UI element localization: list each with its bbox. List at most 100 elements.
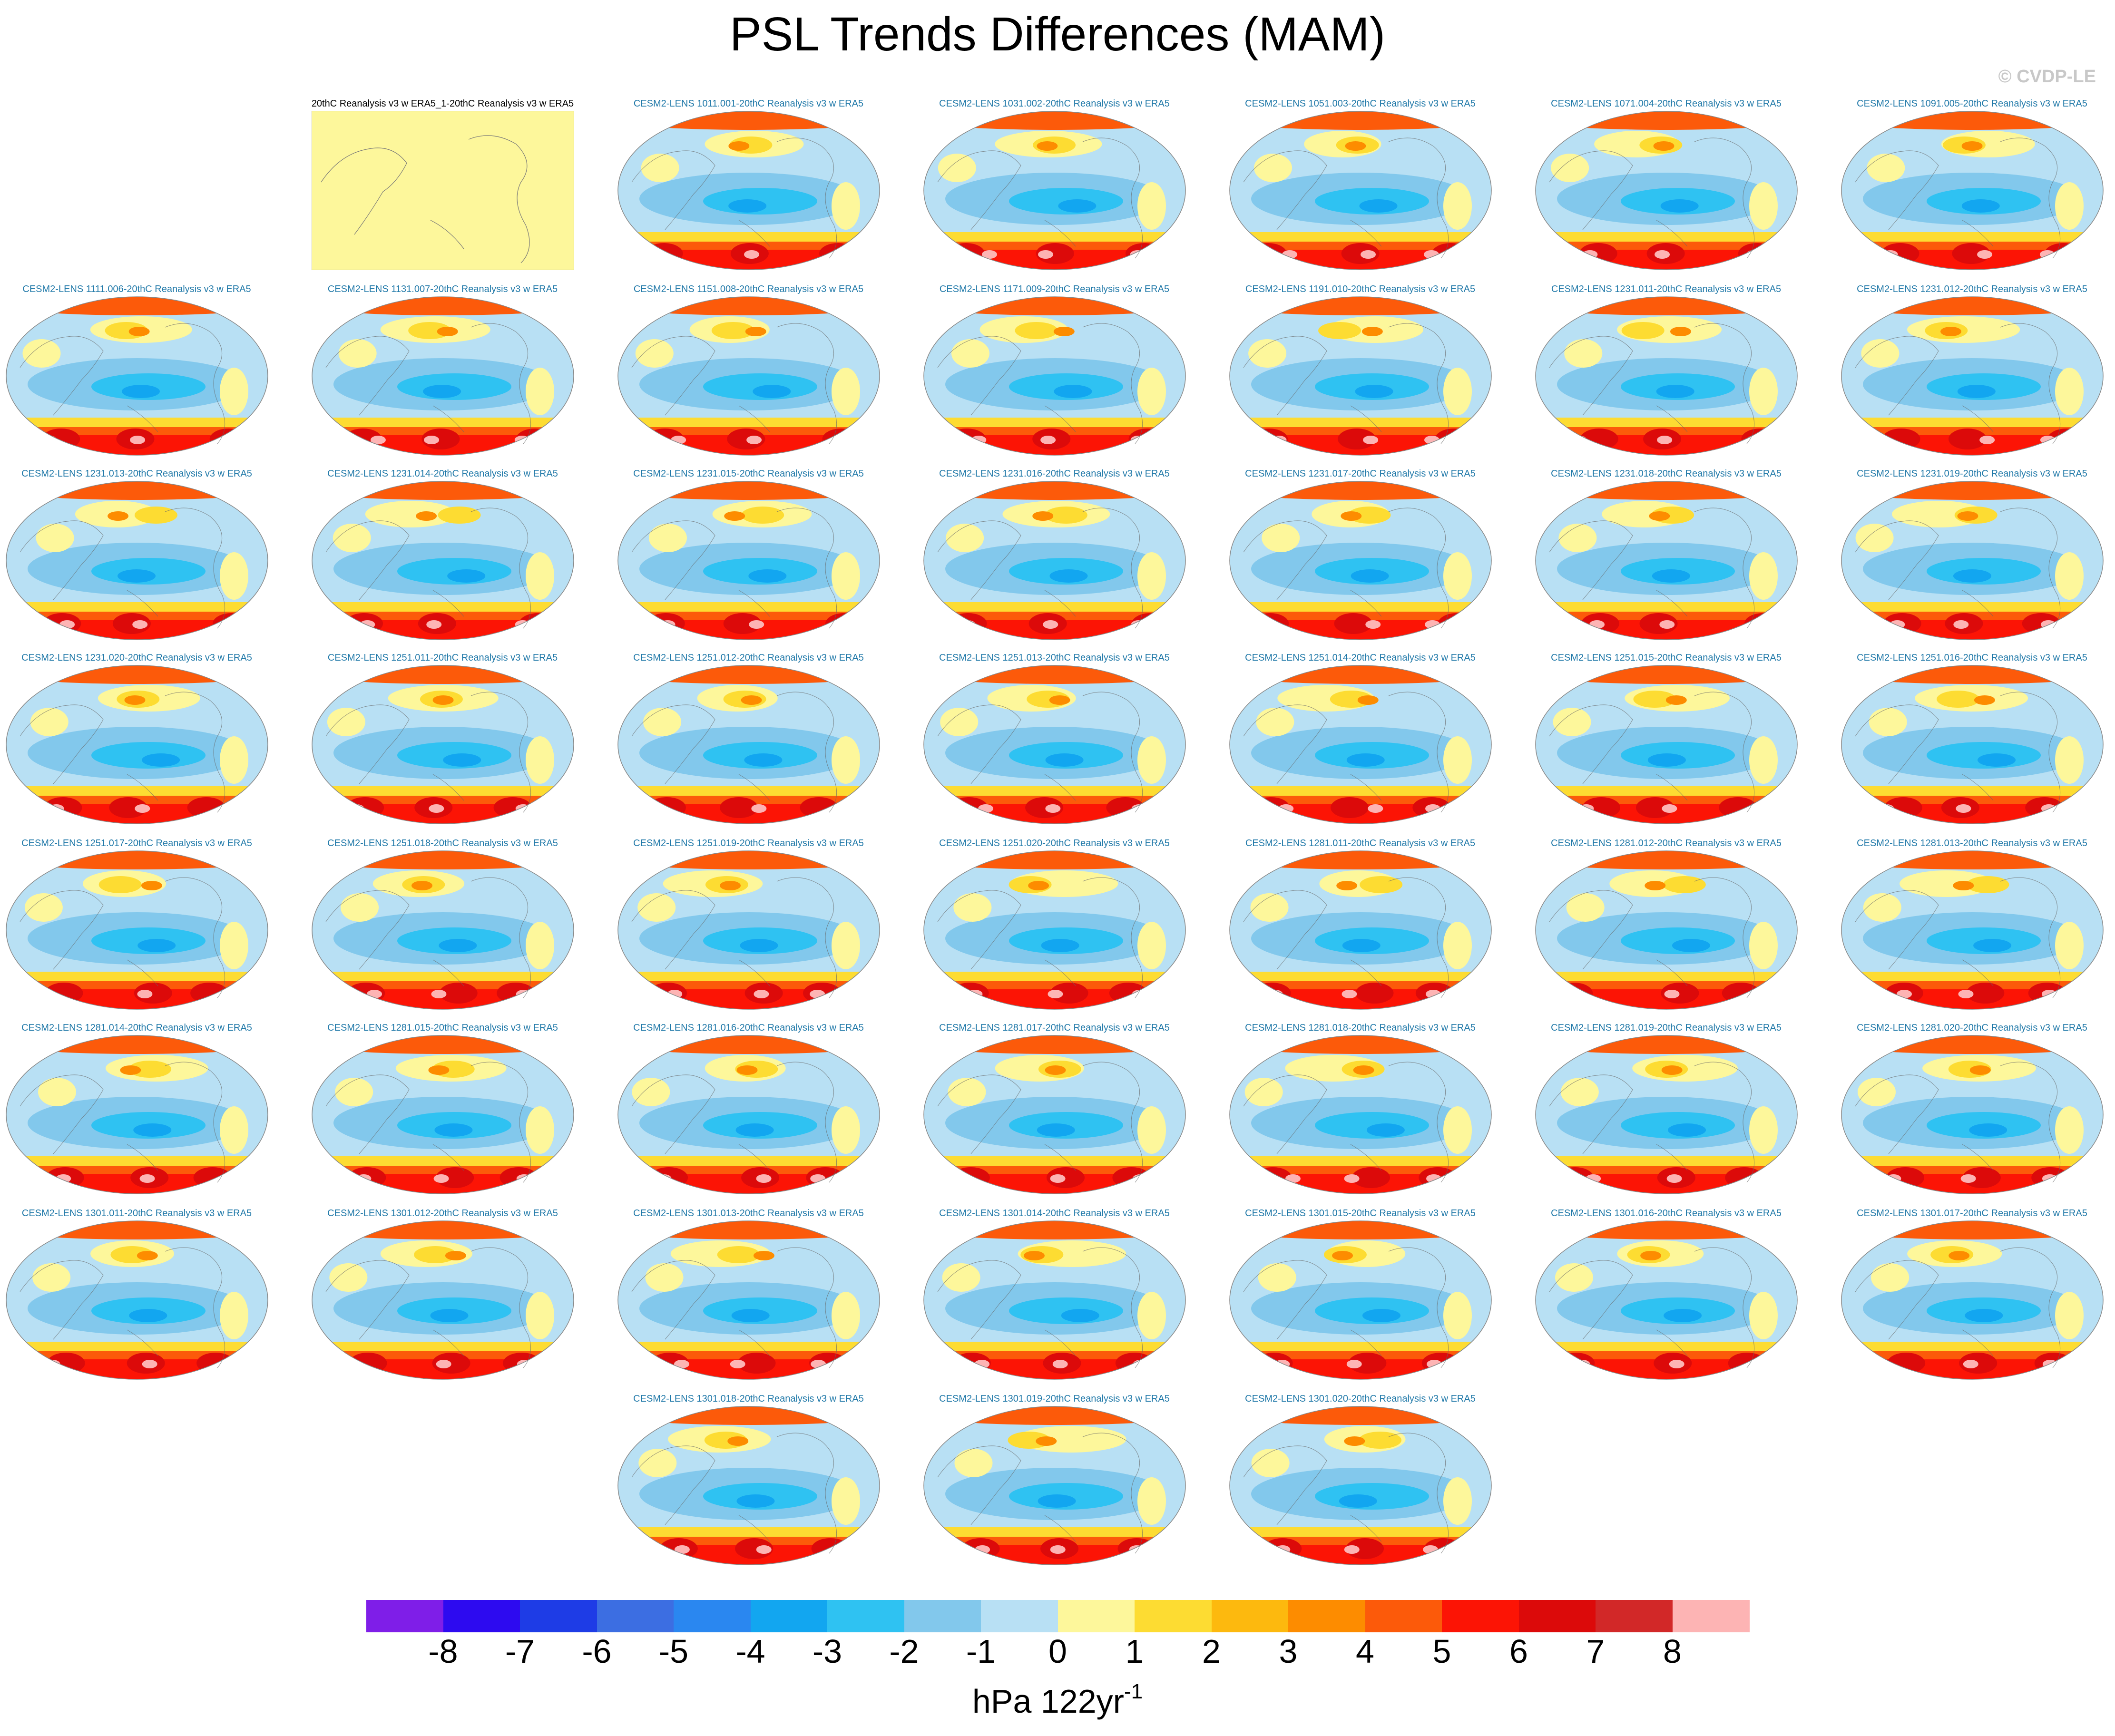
positive-north-peak [1645,881,1666,890]
coastline-path [20,877,225,998]
southern-max [432,1353,470,1374]
map-panel: CESM2-LENS 1301.014-20thC Reanalysis v3 … [918,1207,1191,1390]
map-contour-plot [1229,1220,1492,1380]
southern-peak [1655,250,1670,259]
positive-atlantic [2055,922,2084,969]
contour-fill [618,111,880,270]
panel-title: CESM2-LENS 1231.019-20thC Reanalysis v3 … [1857,468,2087,479]
contour-fill [6,665,268,824]
map-panel: CESM2-LENS 1091.005-20thC Reanalysis v3 … [1835,98,2109,281]
coastline [937,1433,1143,1554]
panel-title: CESM2-LENS 1251.016-20thC Reanalysis v3 … [1857,653,2087,663]
southern-peak [1746,250,1762,259]
map-outline [1841,296,2104,456]
southern-max [47,1353,85,1374]
positive-north-peak [124,695,146,705]
southern-peak [746,436,762,444]
map-contour-plot [1229,1035,1492,1194]
contour-fill [1536,297,1797,455]
southern-peak [433,1174,449,1183]
negative-center [1664,1309,1702,1322]
southern-max [1438,613,1476,634]
southern-peak [1341,990,1357,998]
southern-peak [429,804,444,813]
coastline-path [20,1062,225,1183]
positive-asia [1858,1078,1896,1106]
colorbar-tick-label: 6 [1509,1633,1528,1670]
coastline-path [325,1062,531,1183]
southern-peak [1285,1174,1301,1183]
coastline-path [1855,323,2061,444]
southern-peak [810,990,825,998]
positive-north-core [414,1246,457,1263]
map-panel: CESM2-LENS 1281.013-20thC Reanalysis v3 … [1835,837,2109,1020]
map-background [312,111,574,270]
map-panel: CESM2-LENS 1231.019-20thC Reanalysis v3 … [1835,468,2109,651]
map-outline [617,481,880,640]
southern-max [1047,1167,1085,1188]
coastline [325,507,531,629]
southern-peak [967,990,983,998]
negative-center [447,569,486,583]
positive-atlantic [1137,1477,1166,1525]
panel-title: CESM2-LENS 1191.010-20thC Reanalysis v3 … [1245,284,1476,294]
map-outline [312,1220,574,1380]
positive-north-peak [1665,695,1687,705]
coastline-path [631,507,837,629]
polar-north [618,297,880,315]
southern-peak [649,804,665,813]
panel-title: CESM2-LENS 1281.019-20thC Reanalysis v3 … [1551,1023,1782,1033]
positive-north-peak [1649,511,1670,521]
polar-north [312,481,574,500]
positive-north-peak [741,695,762,705]
map-contour-plot [1535,111,1798,270]
panel-title: CESM2-LENS 1281.012-20thC Reanalysis v3 … [1551,838,1782,848]
southern-peak [1038,250,1054,259]
polar-north [1230,1221,1491,1239]
southern-max [1886,1167,1924,1188]
positive-asia [940,708,979,736]
southern-peak [1669,1360,1684,1368]
coastline [937,507,1143,629]
polar-north [924,1221,1185,1239]
polar-north [924,1035,1185,1054]
map-contour-plot [312,296,574,456]
map-contour-plot [6,1035,268,1194]
southern-peak [431,990,447,998]
coastline-path [325,692,531,813]
watermark: © CVDP-LE [1998,67,2096,87]
contour-fill [1230,851,1491,1009]
contour-fill [618,1406,880,1565]
southern-peak [135,804,150,813]
panel-title: CESM2-LENS 1251.014-20thC Reanalysis v3 … [1245,653,1476,663]
positive-asia [953,893,992,922]
coastline-path [1549,692,1755,813]
southern-max [1131,613,1170,634]
coastline [20,692,225,813]
colorbar-box [1672,1600,1750,1632]
coastline-path [20,1247,225,1368]
map-contour-plot [617,296,880,456]
polar-north [618,111,880,130]
southern-peak [1260,620,1276,629]
map-outline [1229,296,1492,456]
positive-asia [1558,524,1597,552]
coastline-path [1243,137,1449,259]
contour-fill [1230,1035,1491,1194]
southern-max [1741,429,1780,449]
southern-peak [1050,1174,1066,1183]
positive-asia [1869,708,1907,736]
positive-asia [1861,339,1900,368]
contour-fill [1230,1406,1491,1565]
polar-north [1536,111,1797,130]
positive-atlantic [2055,182,2084,230]
positive-north-peak [445,1251,466,1260]
positive-asia [637,893,676,922]
positive-north-core [134,507,177,524]
positive-north-peak [1957,511,1978,521]
negative-center [1038,1494,1076,1508]
positive-north-core [741,507,784,524]
colorbar-tick-label: 3 [1279,1633,1298,1670]
panel-title: CESM2-LENS 1251.019-20thC Reanalysis v3 … [633,838,864,848]
southern-max [647,797,686,818]
